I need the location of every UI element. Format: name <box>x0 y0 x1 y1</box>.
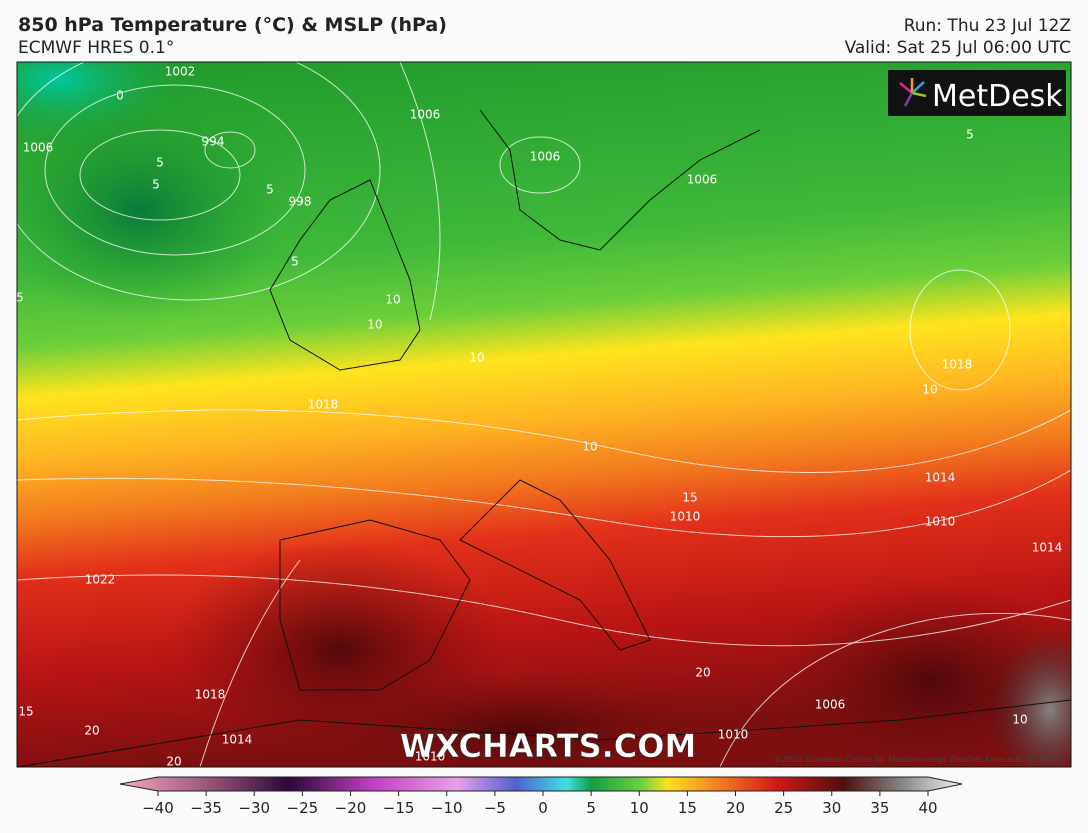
run: Run: Thu 23 Jul 12Z <box>903 16 1071 36</box>
contour-label: 1010 <box>415 750 446 764</box>
contour-label: 10 <box>922 383 937 397</box>
contour-label: 10 <box>1012 713 1027 727</box>
colorbar-tick-label: 15 <box>678 799 697 817</box>
contour-label: 5 <box>152 178 160 192</box>
colorbar-tick-label: 30 <box>822 799 841 817</box>
contour-label: 994 <box>202 135 225 149</box>
logo: MetDesk <box>888 70 1066 116</box>
contour-label: 1014 <box>1032 541 1063 555</box>
contour-label: 10 <box>469 351 484 365</box>
map-frame <box>16 61 1072 768</box>
contour-label: 5 <box>16 291 24 305</box>
contour-label: 1006 <box>410 108 441 122</box>
contour-label: 1010 <box>670 510 701 524</box>
watermark: WXCHARTS.COM <box>400 727 697 765</box>
contour-label: 15 <box>18 705 33 719</box>
colorbar <box>119 776 963 792</box>
colorbar-tick-label: −30 <box>238 799 270 817</box>
colorbar-tick-label: −10 <box>431 799 463 817</box>
contour-label: 1014 <box>925 471 956 485</box>
contour-label: 998 <box>289 195 312 209</box>
contour-label: 20 <box>695 666 710 680</box>
contour-label: 5 <box>266 183 274 197</box>
valid: Valid: Sat 25 Jul 06:00 UTC <box>844 38 1071 58</box>
contour-label: 10 <box>367 318 382 332</box>
colorbar-tick-label: 20 <box>726 799 745 817</box>
colorbar-tick-label: 0 <box>538 799 548 817</box>
contour-label: 1014 <box>222 733 253 747</box>
contour-label: 1018 <box>308 398 339 412</box>
contour-label: 5 <box>156 156 164 170</box>
colorbar-tick-label: 5 <box>586 799 596 817</box>
contour-label: 10 <box>385 293 400 307</box>
colorbar-tick-label: −5 <box>484 799 506 817</box>
contour-label: 10 <box>582 440 597 454</box>
colorbar-tick-label: −40 <box>142 799 174 817</box>
contour-label: 20 <box>84 724 99 738</box>
colorbar-tick-label: −15 <box>383 799 415 817</box>
colorbar-tick-label: −20 <box>335 799 367 817</box>
contour-label: 1006 <box>23 141 54 155</box>
colorbar-tick-label: 10 <box>630 799 649 817</box>
copyright: ©2020 European Centre for Medium-range W… <box>774 755 1062 764</box>
contour-label: 20 <box>166 755 181 769</box>
colorbar-tick-label: 40 <box>918 799 937 817</box>
colorbar-tick-label: −25 <box>287 799 319 817</box>
map-field <box>17 62 1071 767</box>
contour-label: 1002 <box>165 65 196 79</box>
contour-label: 1022 <box>85 573 116 587</box>
contour-label: 1006 <box>687 173 718 187</box>
contour-label: 5 <box>291 255 299 269</box>
colorbar-tick-label: −35 <box>190 799 222 817</box>
logo-text: MetDesk <box>932 79 1063 114</box>
title: 850 hPa Temperature (°C) & MSLP (hPa) <box>18 14 447 36</box>
contour-label: 1010 <box>718 728 749 742</box>
contour-label: 15 <box>682 491 697 505</box>
contour-label: 1006 <box>530 150 561 164</box>
colorbar-tick-label: 25 <box>774 799 793 817</box>
contour-label: 1018 <box>195 688 226 702</box>
colorbar-tick-label: 35 <box>870 799 889 817</box>
contour-label: 1018 <box>942 358 973 372</box>
subtitle: ECMWF HRES 0.1° <box>18 38 175 58</box>
contour-label: 5 <box>966 128 974 142</box>
contour-label: 1006 <box>815 698 846 712</box>
contour-label: 1010 <box>925 515 956 529</box>
contour-label: 0 <box>116 89 124 103</box>
